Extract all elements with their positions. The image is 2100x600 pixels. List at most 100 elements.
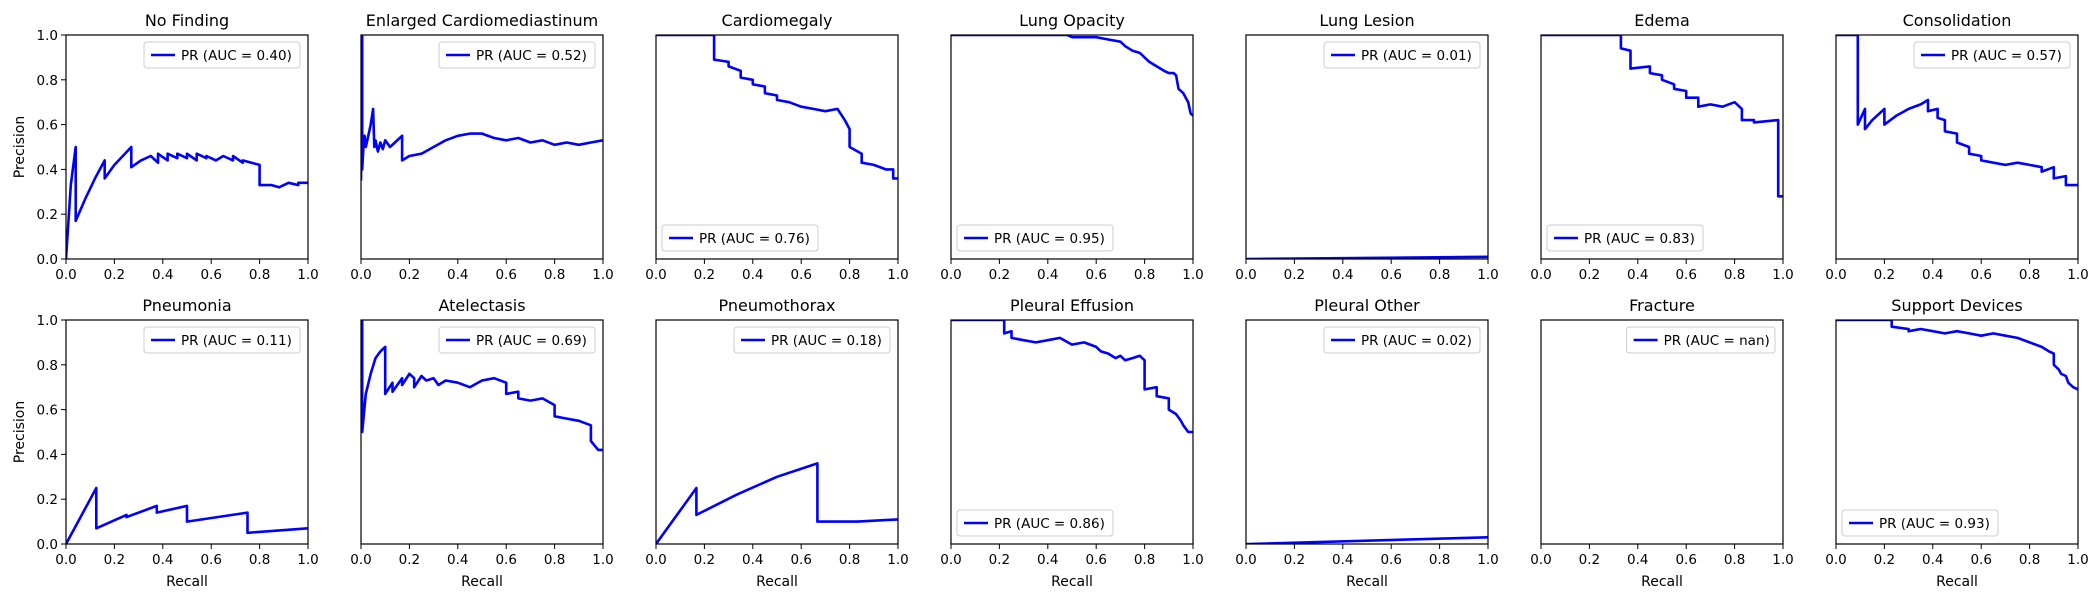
axes-frame [65,34,309,260]
x-tick-label: 0.4 [742,267,763,283]
x-tick-label: 0.2 [694,267,715,283]
x-tick-label: 1.0 [887,552,908,568]
legend: PR (AUC = 0.02) [1323,326,1481,354]
x-tick-label: 0.0 [1235,552,1256,568]
x-tick-label: 0.2 [104,552,125,568]
x-tick-label: 0.6 [1085,552,1106,568]
axes-frame [950,319,1194,545]
legend-label: PR (AUC = 0.01) [1361,48,1472,64]
subplot-support-devices: Support Devices 0.0 0.2 0.4 0.6 0.8 1.0 Recall P… [1825,296,2088,590]
x-tick-label: 0.4 [1922,552,1943,568]
x-tick-label: 0.2 [104,267,125,283]
legend-label: PR (AUC = 0.95) [994,231,1105,247]
x-tick-label: 1.0 [1182,267,1203,283]
legend-box [956,509,1114,537]
legend-box [733,326,891,354]
y-tick-label: 0.6 [37,403,58,419]
pr-curve [66,145,308,259]
x-axis-label: Recall [461,574,503,590]
x-tick-label: 0.6 [1380,267,1401,283]
x-tick-label: 0.0 [1235,267,1256,283]
x-tick-label: 0.2 [1874,267,1895,283]
y-tick-label: 0.2 [37,492,58,508]
x-tick-label: 0.8 [544,267,565,283]
x-tick-label: 1.0 [592,267,613,283]
legend: PR (AUC = 0.86) [956,509,1114,537]
x-tick-label: 0.8 [839,267,860,283]
x-tick-label: 1.0 [2067,552,2088,568]
pr-curve [361,320,603,452]
subplot-atelectasis: Atelectasis 0.0 0.2 0.4 0.6 0.8 1.0 Recall PR (A… [350,296,613,590]
subplot-edema: Edema 0.0 0.2 0.4 0.6 0.8 1.0 PR (AUC = 0.83) [1530,11,1793,283]
subplot-pleural-other: Pleural Other 0.0 0.2 0.4 0.6 0.8 1.0 Recall PR … [1235,296,1498,590]
x-tick-label: 0.6 [200,552,221,568]
y-tick-label: 0.8 [37,73,58,89]
x-tick-label: 0.6 [495,267,516,283]
x-tick-label: 0.2 [1284,267,1305,283]
x-tick-label: 1.0 [887,267,908,283]
x-tick-label: 0.8 [839,552,860,568]
pr-curve [1541,35,1783,198]
x-tick-label: 0.2 [399,552,420,568]
axes-frame [1835,34,2079,260]
x-tick-label: 0.2 [1874,552,1895,568]
x-tick-label: 1.0 [592,552,613,568]
x-tick-label: 0.2 [399,267,420,283]
subplot-title: Pneumothorax [719,296,836,315]
x-tick-label: 0.0 [1530,552,1551,568]
legend-box [1323,41,1481,69]
subplot-title: Consolidation [1903,11,2012,30]
x-tick-label: 1.0 [297,552,318,568]
x-tick-label: 0.4 [1332,552,1353,568]
subplot-enlarged-cardiomediastinum: Enlarged Cardiomediastinum 0.0 0.2 0.4 0.6 0.… [350,11,613,283]
pr-curve [1836,35,2078,187]
x-tick-label: 0.2 [989,267,1010,283]
x-axis-label: Recall [1346,574,1388,590]
x-tick-label: 0.8 [1724,552,1745,568]
subplot-no-finding: No Finding 0.0 0.2 0.4 0.6 0.8 1.0 0.0 0.2 0.4 0.6… [12,11,319,283]
subplot-title: Atelectasis [438,296,525,315]
y-tick-label: 0.6 [37,118,58,134]
x-axis-label: Recall [756,574,798,590]
axes-frame [1245,319,1489,545]
x-tick-label: 0.4 [152,267,173,283]
axes-frame [1540,34,1784,260]
pr-curve [951,320,1193,434]
x-tick-label: 1.0 [297,267,318,283]
x-tick-label: 0.4 [1627,552,1648,568]
legend-label: PR (AUC = 0.40) [181,48,292,64]
legend-box [1626,326,1776,354]
y-axis-label: Precision [12,116,28,178]
x-tick-label: 0.6 [1380,552,1401,568]
axes-frame [655,319,899,545]
pr-curve [66,486,308,544]
x-tick-label: 0.2 [1284,552,1305,568]
x-tick-label: 0.2 [694,552,715,568]
subplot-fracture: Fracture 0.0 0.2 0.4 0.6 0.8 1.0 Recall PR (AUC … [1530,296,1793,590]
x-tick-label: 0.0 [1825,267,1846,283]
y-tick-label: 1.0 [37,313,58,329]
x-tick-label: 0.2 [1579,267,1600,283]
legend-box [143,326,301,354]
x-tick-label: 0.6 [1970,267,1991,283]
legend: PR (AUC = 0.40) [143,41,301,69]
x-tick-label: 1.0 [1772,552,1793,568]
legend: PR (AUC = 0.11) [143,326,301,354]
x-tick-label: 0.4 [1922,267,1943,283]
axes-frame [360,34,604,260]
legend-box [438,326,596,354]
x-tick-label: 0.0 [940,552,961,568]
pr-curve [361,35,603,181]
x-axis-label: Recall [1641,574,1683,590]
legend-box [143,41,301,69]
x-tick-label: 0.0 [645,267,666,283]
y-tick-label: 0.8 [37,358,58,374]
y-tick-label: 0.4 [37,447,58,463]
x-tick-label: 0.0 [55,552,76,568]
legend-box [1546,224,1704,252]
x-tick-label: 0.0 [1825,552,1846,568]
subplot-title: Pleural Effusion [1010,296,1134,315]
x-tick-label: 0.0 [350,552,371,568]
x-tick-label: 0.4 [152,552,173,568]
subplot-title: Edema [1634,11,1690,30]
